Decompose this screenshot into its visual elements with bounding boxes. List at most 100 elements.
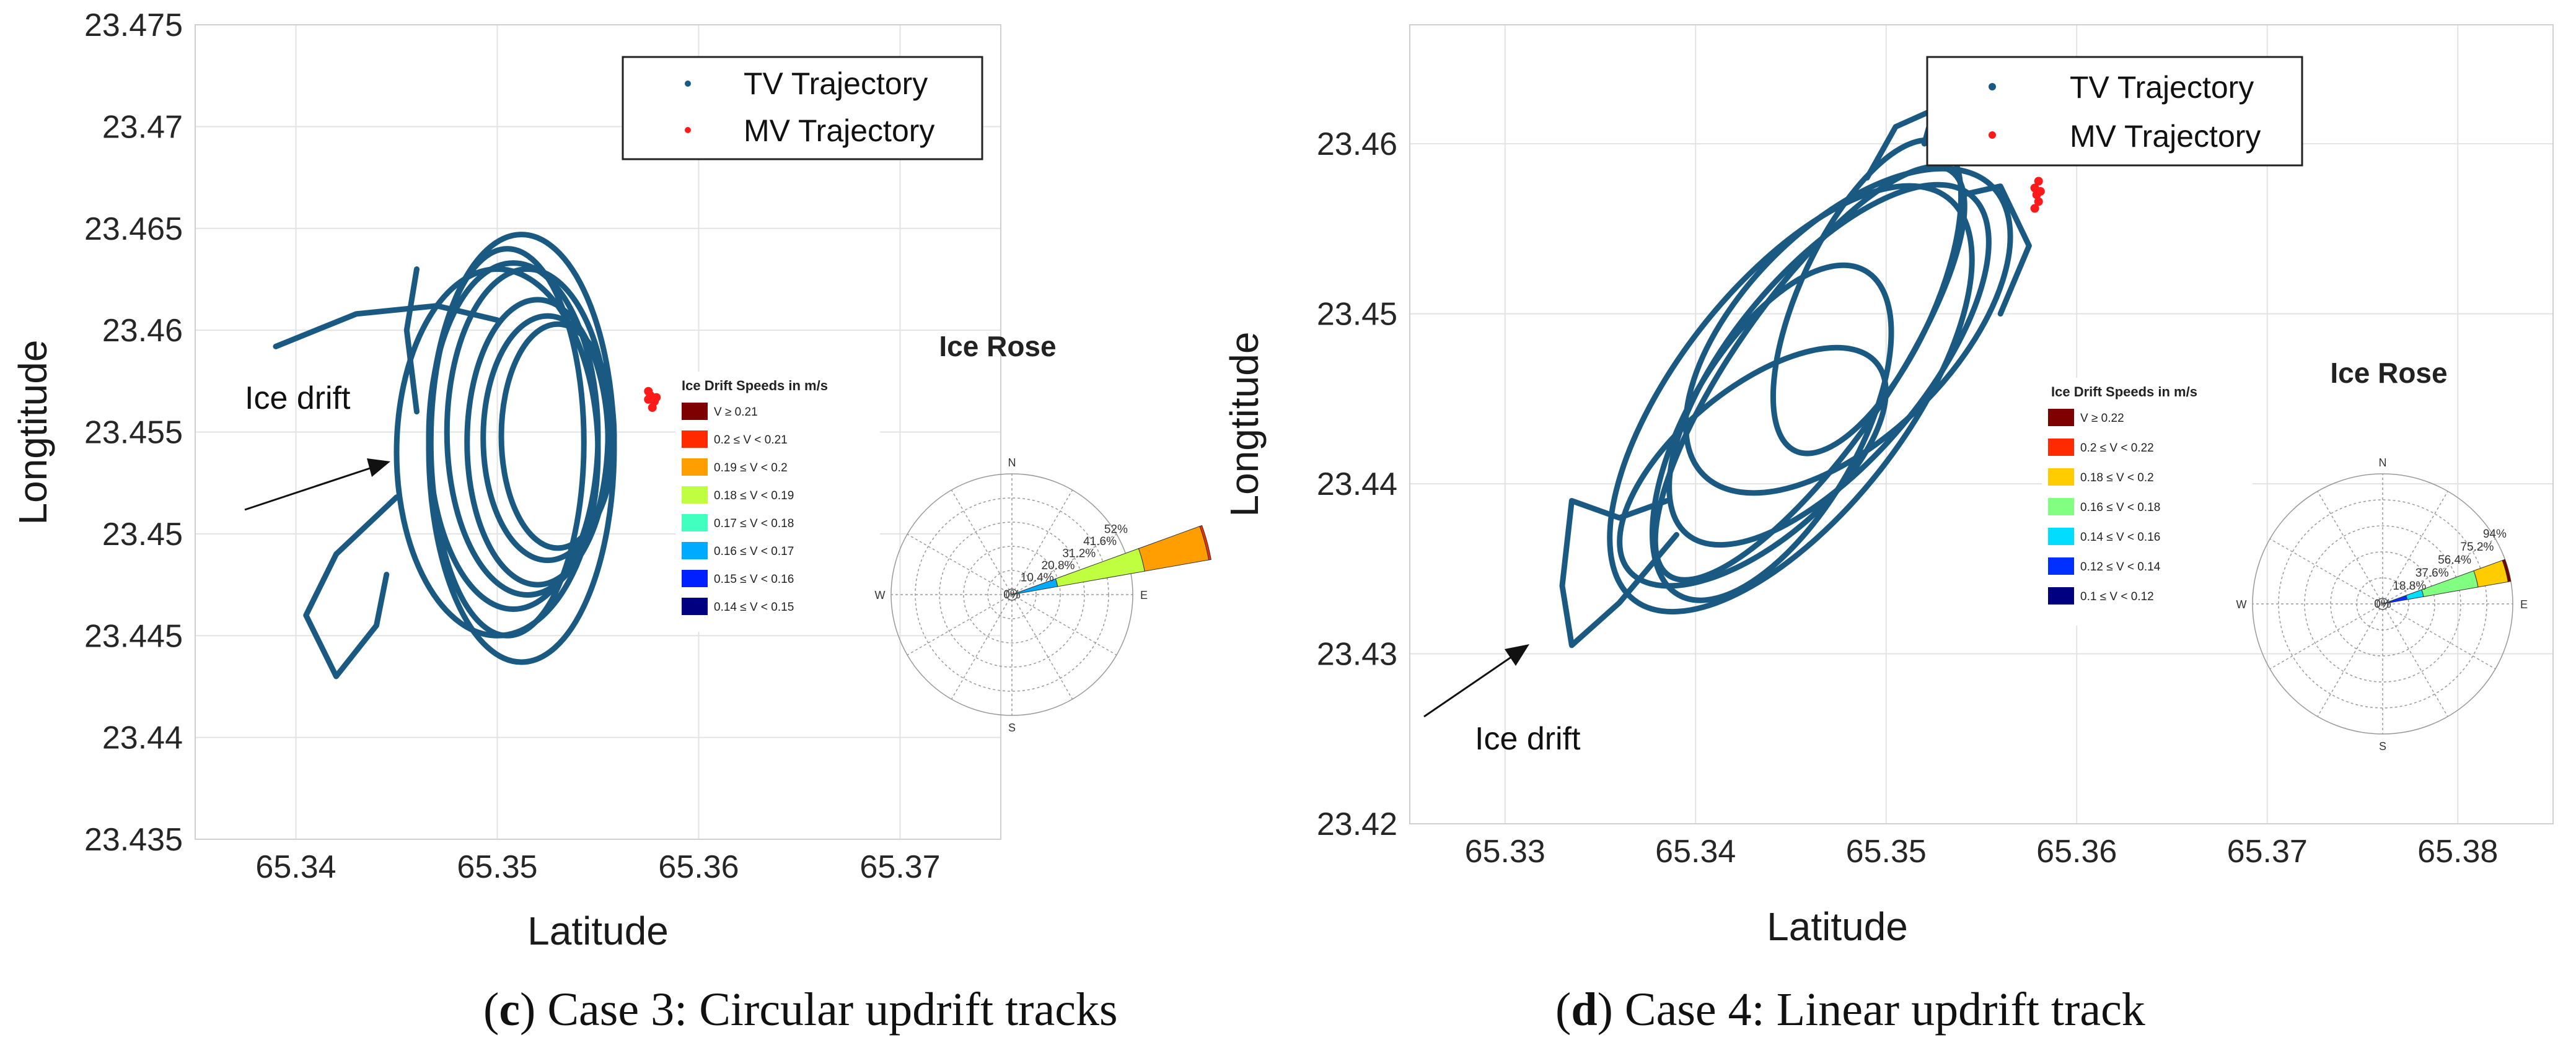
rose-ring-label: 10.4% [1021,572,1054,585]
panel-c: 65.34 65.35 65.36 65.37 23.43523.4423.44523… [11,7,1211,1036]
panel-c-legend-mv-label: MV Trajectory [744,113,934,148]
rose-direction-w: W [2236,598,2247,611]
speed-class-swatch [2048,498,2074,515]
panel-c-y-ticks: 23.435 23.44 23.445 23.45 23.455 23.46 23.465 2… [84,7,183,858]
tv-trajectory-segment [403,266,420,415]
panel-d: 65.33 65.34 65.35 65.36 65.37 65.38 23.4223.4… [1222,24,2554,1036]
tv-trajectory-segment [1559,498,1679,648]
rose-spoke [2269,538,2383,605]
mv-trajectory-point [652,393,661,402]
speed-class-swatch [2048,528,2074,545]
panel-c-ice-drift-label: Ice drift [245,380,351,416]
panel-c-xlabel: Latitude [527,909,669,953]
mv-trajectory-point [2034,177,2043,186]
speed-class-swatch [2048,409,2074,426]
rose-petal-band [2502,559,2512,582]
rose-direction-s: S [2379,740,2386,753]
x-tick-label: 65.37 [2227,834,2308,870]
x-tick-label: 65.35 [457,849,537,885]
x-tick-label: 65.38 [2417,834,2498,870]
panel-c-speed-title: Ice Drift Speeds in m/s [682,378,828,393]
panel-c-legend: TV Trajectory MV Trajectory [622,56,983,160]
rose-spoke [2382,603,2496,670]
speed-class-label: 0.16 ≤ V < 0.17 [714,545,794,558]
rose-ring-label: 94% [2483,528,2507,541]
rose-direction-n: N [2379,456,2387,469]
rose-ring-label: 18.8% [2393,580,2426,593]
rose-direction-e: E [2520,598,2528,611]
panel-c-caption: (c) Case 3: Circular updrift tracks [483,984,1118,1036]
panel-d-caption-text: Case 4: Linear updrift track [1613,984,2145,1036]
speed-class-swatch [682,514,708,531]
rose-ring [987,570,1037,619]
y-tick-label: 23.435 [84,822,183,858]
speed-class-label: 0.15 ≤ V < 0.16 [714,573,794,586]
rose-spoke [2382,491,2448,605]
panel-d-y-ticks: 23.42 23.43 23.44 23.45 23.46 [1317,126,1397,842]
rose-ring [939,522,1085,668]
rose-spoke [2382,538,2496,605]
panel-c-legend-tv-label: TV Trajectory [744,66,928,101]
y-tick-label: 23.44 [1317,466,1397,502]
tv-trajectory-loop [1607,183,1975,615]
panel-d-legend: TV Trajectory MV Trajectory [1926,56,2303,167]
rose-spoke [2269,603,2383,670]
rose-direction-n: N [1008,456,1016,469]
panel-c-caption-letter: c [499,984,520,1036]
rose-spoke [2317,491,2383,605]
rose-spoke [907,594,1013,656]
x-tick-label: 65.36 [658,849,739,885]
speed-class-swatch [682,486,708,504]
speed-class-label: 0.18 ≤ V < 0.19 [714,489,794,502]
tv-trajectory-loop [464,297,611,588]
rose-ring [2304,525,2461,683]
rose-ring-label: 37.6% [2416,567,2449,580]
panel-c-mv-trajectory [644,386,661,413]
rose-spoke [1011,533,1117,595]
rose-ring [963,546,1061,644]
speed-class-label: 0.19 ≤ V < 0.2 [714,461,788,474]
y-tick-label: 23.445 [84,618,183,654]
rose-petal-band [1138,526,1210,572]
rose-spoke [1011,594,1117,656]
rose-spoke [951,594,1013,700]
rose-ring-label: 20.8% [1042,559,1075,572]
panel-d-legend-mv-label: MV Trajectory [2070,119,2261,154]
y-tick-label: 23.45 [1317,297,1397,333]
speed-class-label: 0.2 ≤ V < 0.22 [2080,442,2154,455]
speed-class-swatch [682,570,708,587]
tv-trajectory-segment [273,303,500,349]
y-tick-label: 23.43 [1317,637,1397,673]
x-tick-label: 65.35 [1846,834,1927,870]
panel-d-caption: (d) Case 4: Linear updrift track [1555,984,2145,1036]
panel-c-x-ticks: 65.34 65.35 65.36 65.37 [255,849,940,885]
rose-ring-label: 75.2% [2460,541,2494,554]
panel-d-mv-trajectory [2030,177,2045,213]
speed-class-label: 0.2 ≤ V < 0.21 [714,434,788,447]
rose-ring-label: 41.6% [1083,535,1117,548]
speed-class-swatch [682,403,708,420]
panel-d-speed-title: Ice Drift Speeds in m/s [2051,384,2197,400]
panel-d-caption-letter: d [1571,984,1597,1036]
y-tick-label: 23.44 [102,720,183,756]
mv-trajectory-point [644,386,653,396]
tv-trajectory-loop [393,266,601,639]
speed-class-swatch [2048,468,2074,486]
x-tick-label: 65.34 [1655,834,1736,870]
panel-c-legend-box [622,56,983,160]
mv-trajectory-point [2034,197,2043,206]
speed-class-swatch [682,542,708,559]
y-tick-label: 23.455 [84,415,183,451]
panel-d-legend-box [1926,56,2303,167]
speed-class-swatch [682,458,708,476]
panel-c-axes-box [195,24,1001,840]
x-tick-label: 65.34 [255,849,336,885]
speed-class-label: 0.1 ≤ V < 0.12 [2080,590,2154,603]
rose-direction-w: W [875,589,886,601]
x-tick-label: 65.36 [2036,834,2117,870]
speed-class-label: 0.14 ≤ V < 0.16 [2080,531,2160,544]
panel-c-legend-tv-marker [685,81,691,87]
